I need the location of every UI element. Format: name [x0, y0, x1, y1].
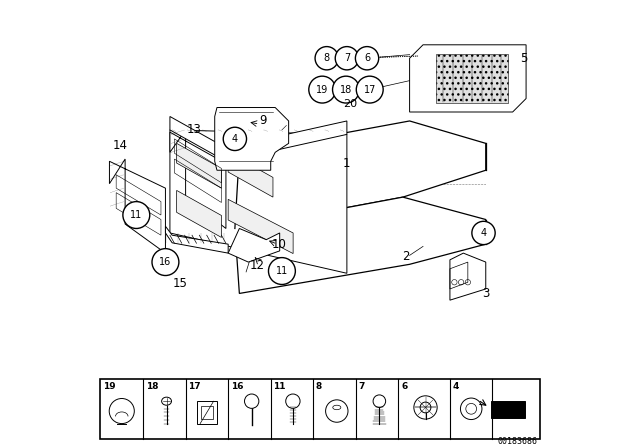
Polygon shape	[228, 228, 280, 262]
FancyBboxPatch shape	[100, 379, 540, 439]
Text: 12: 12	[250, 258, 265, 272]
Text: 17: 17	[364, 85, 376, 95]
Text: 4: 4	[232, 134, 238, 144]
Text: 8: 8	[324, 53, 330, 63]
Polygon shape	[228, 199, 293, 254]
Text: 1: 1	[343, 157, 351, 170]
Polygon shape	[177, 190, 221, 237]
Text: 18: 18	[146, 382, 158, 391]
Polygon shape	[235, 197, 486, 293]
Circle shape	[269, 258, 296, 284]
Circle shape	[123, 202, 150, 228]
Text: 15: 15	[173, 277, 188, 290]
Text: 11: 11	[273, 382, 286, 391]
Polygon shape	[228, 152, 273, 197]
Circle shape	[472, 221, 495, 245]
Circle shape	[333, 76, 360, 103]
Text: 16: 16	[231, 382, 243, 391]
Polygon shape	[436, 54, 508, 103]
Polygon shape	[170, 130, 347, 273]
Text: 8: 8	[316, 382, 322, 391]
Polygon shape	[235, 121, 486, 228]
Polygon shape	[215, 108, 289, 170]
Text: 17: 17	[188, 382, 201, 391]
Text: 7: 7	[344, 53, 350, 63]
Circle shape	[309, 76, 336, 103]
Text: 16: 16	[159, 257, 172, 267]
Text: 3: 3	[482, 287, 490, 300]
Polygon shape	[450, 253, 486, 300]
Text: 9: 9	[259, 114, 266, 128]
Circle shape	[223, 127, 246, 151]
Circle shape	[152, 249, 179, 276]
Circle shape	[373, 395, 386, 408]
Text: 2: 2	[403, 250, 410, 263]
Text: 19: 19	[103, 382, 116, 391]
Circle shape	[466, 404, 477, 414]
Circle shape	[420, 402, 431, 413]
Text: 00183686: 00183686	[497, 437, 538, 446]
Text: 6: 6	[401, 382, 407, 391]
Polygon shape	[170, 116, 347, 161]
Polygon shape	[109, 159, 165, 253]
Circle shape	[335, 47, 358, 70]
Text: 14: 14	[113, 139, 128, 152]
Text: 11: 11	[130, 210, 143, 220]
Circle shape	[285, 394, 300, 409]
Text: 7: 7	[358, 382, 365, 391]
Circle shape	[326, 400, 348, 422]
Text: 5: 5	[520, 52, 527, 65]
Circle shape	[315, 47, 339, 70]
Text: 10: 10	[271, 237, 286, 251]
FancyBboxPatch shape	[492, 401, 525, 418]
Circle shape	[414, 396, 437, 419]
Circle shape	[356, 76, 383, 103]
Polygon shape	[170, 130, 226, 228]
Circle shape	[355, 47, 379, 70]
Text: 4: 4	[481, 228, 486, 238]
Text: 6: 6	[364, 53, 370, 63]
Text: 4: 4	[452, 382, 459, 391]
Circle shape	[109, 399, 134, 424]
Circle shape	[244, 394, 259, 409]
Circle shape	[460, 398, 482, 419]
Text: 19: 19	[316, 85, 328, 95]
Polygon shape	[165, 226, 228, 253]
Text: 11: 11	[276, 266, 288, 276]
Text: 20: 20	[344, 99, 358, 109]
Text: 18: 18	[340, 85, 352, 95]
Text: 13: 13	[187, 123, 202, 137]
Polygon shape	[177, 143, 221, 188]
